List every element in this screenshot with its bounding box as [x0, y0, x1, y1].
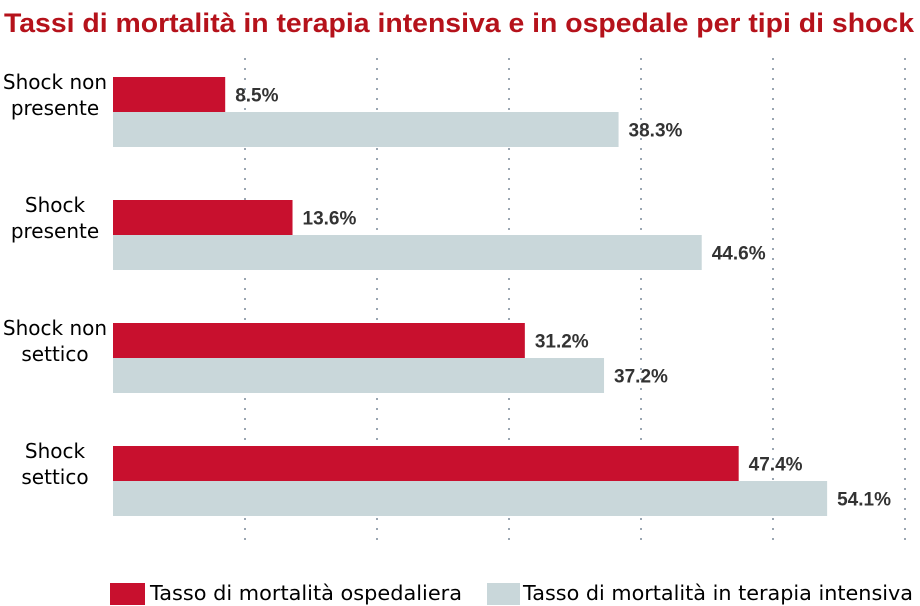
- data-label: 44.6%: [712, 244, 766, 265]
- bar: [113, 200, 293, 235]
- data-label: 47.4%: [749, 455, 803, 476]
- chart-title: Tassi di mortalità in terapia intensiva …: [4, 8, 915, 38]
- bar: [113, 235, 702, 270]
- data-label: 38.3%: [629, 121, 683, 142]
- category-label: settico: [21, 342, 88, 366]
- data-label: 31.2%: [535, 332, 589, 353]
- category-label: Shock non: [3, 70, 107, 94]
- data-label: 54.1%: [837, 490, 891, 511]
- bar: [113, 77, 226, 112]
- bar: [113, 446, 739, 481]
- legend-label-hospital: Tasso di mortalità ospedaliera: [149, 581, 462, 605]
- bar: [113, 481, 828, 516]
- category-label: settico: [21, 465, 88, 489]
- category-label: presente: [11, 96, 99, 120]
- legend: Tasso di mortalità ospedaliera Tasso di …: [110, 581, 913, 605]
- legend-swatch-hospital: [110, 583, 145, 605]
- category-label: Shock: [25, 193, 86, 217]
- data-label: 37.2%: [614, 367, 668, 388]
- category-label: presente: [11, 219, 99, 243]
- bar: [113, 323, 525, 358]
- bar: [113, 358, 605, 393]
- category-label: Shock non: [3, 316, 107, 340]
- bar: [113, 112, 619, 147]
- legend-label-icu: Tasso di mortalità in terapia intensiva: [522, 581, 913, 605]
- data-label: 8.5%: [235, 86, 278, 107]
- data-label: 13.6%: [303, 209, 357, 230]
- category-label: Shock: [25, 439, 86, 463]
- legend-swatch-icu: [487, 583, 520, 605]
